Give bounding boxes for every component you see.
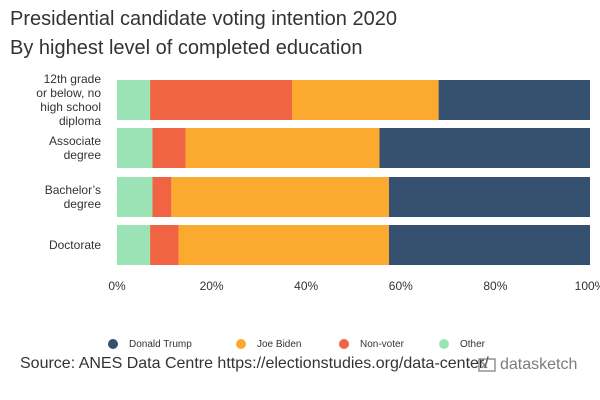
bar-doctorate-donald-trump [388, 225, 590, 265]
bar-bachelor-s-donald-trump [388, 177, 590, 217]
category-label-associate: Associate degree [49, 134, 101, 162]
category-label-line: high school [40, 100, 101, 114]
brand-logo: datasketch [478, 356, 577, 374]
x-tick-label: 60% [389, 279, 413, 293]
category-label-doctorate: Doctorate [49, 238, 101, 252]
legend: Donald Trump Joe Biden Non-voter Other [0, 336, 600, 352]
legend-item-donald-trump[interactable]: Donald Trump [108, 336, 192, 352]
chart-title: Presidential candidate voting intention … [10, 8, 397, 30]
category-label-line: degree [64, 197, 102, 211]
bar-12th-grade-other [117, 80, 151, 120]
bar-bachelor-s-other [117, 177, 153, 217]
source-note: Source: ANES Data Centre https://electio… [20, 355, 489, 372]
bar-doctorate-other [117, 225, 151, 265]
bar-doctorate-joe-biden [178, 225, 389, 265]
legend-swatch [108, 339, 118, 349]
chart-area: 12th grade or below, no high school diploma… [36, 72, 600, 293]
bar-doctorate-non-voter [150, 225, 179, 265]
legend-label: Other [460, 338, 486, 350]
bar-12th-grade-non-voter [150, 80, 293, 120]
legend-label: Non-voter [360, 338, 404, 350]
category-label-line: degree [64, 148, 102, 162]
category-label-12th-grade: 12th grade or below, no high school diploma [36, 72, 101, 128]
chart-subtitle: By highest level of completed education [10, 37, 363, 59]
bar-bachelor-s-non-voter [152, 177, 172, 217]
bar-12th-grade-donald-trump [438, 80, 590, 120]
bar-bachelor-s-joe-biden [171, 177, 389, 217]
bar-associate-donald-trump [379, 128, 590, 168]
category-label-line: Associate [49, 134, 101, 148]
legend-label: Joe Biden [257, 338, 302, 350]
x-tick-label: 40% [294, 279, 318, 293]
legend-item-joe-biden[interactable]: Joe Biden [236, 336, 301, 352]
category-label-bachelor-s: Bachelor’s degree [45, 183, 102, 211]
legend-label: Donald Trump [129, 338, 192, 350]
category-label-line: 12th grade [44, 72, 102, 86]
x-tick-label: 100% [575, 279, 600, 293]
x-tick-label: 20% [200, 279, 224, 293]
datasketch-logo-icon [478, 358, 496, 372]
legend-swatch [236, 339, 246, 349]
bar-associate-joe-biden [185, 128, 380, 168]
legend-swatch [339, 339, 349, 349]
category-label-line: diploma [59, 114, 101, 128]
legend-item-non-voter[interactable]: Non-voter [339, 336, 404, 352]
bar-12th-grade-joe-biden [292, 80, 439, 120]
x-tick-label: 0% [108, 279, 126, 293]
x-tick-label: 80% [483, 279, 507, 293]
brand-name: datasketch [500, 356, 578, 373]
legend-item-other[interactable]: Other [439, 336, 485, 352]
bar-associate-other [117, 128, 153, 168]
bar-associate-non-voter [152, 128, 186, 168]
category-label-line: or below, no [36, 86, 101, 100]
category-label-line: Bachelor’s [45, 183, 101, 197]
legend-swatch [439, 339, 449, 349]
category-label-line: Doctorate [49, 238, 101, 252]
